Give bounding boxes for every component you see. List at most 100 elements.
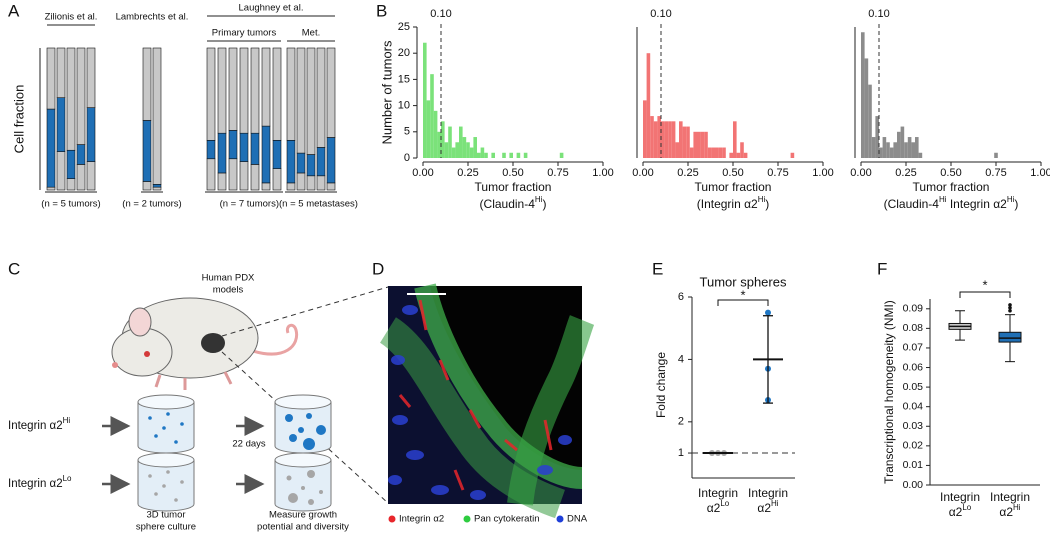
bar-segment: [152, 186, 162, 191]
x-axis-label: Tumor fraction: [913, 180, 990, 194]
bar-segment: [46, 47, 56, 110]
histogram-bar: [441, 121, 445, 158]
bar-segment: [46, 108, 56, 188]
bar-segment: [306, 154, 316, 177]
significance-bracket: [717, 299, 769, 306]
x-tick-label: 0.50: [940, 167, 961, 179]
histogram-bar: [729, 152, 733, 158]
histogram-bar: [790, 152, 795, 158]
bar-segment: [76, 164, 86, 191]
histogram-bar: [861, 32, 865, 158]
sphere: [180, 422, 184, 426]
mouse-tail: [249, 323, 299, 356]
superscript: Hi: [1007, 195, 1015, 204]
group-title: Laughney et al.: [239, 3, 304, 14]
group-title: Lambrechts et al.: [116, 12, 189, 23]
superscript: Hi: [771, 499, 779, 508]
mouse-nose: [112, 362, 118, 368]
box: [998, 331, 1022, 343]
bar-segment: [56, 151, 66, 191]
zoom-line: [221, 286, 389, 337]
bar-segment: [296, 152, 306, 174]
step-label: Measure growth: [269, 510, 337, 521]
y-tick-label: 15: [398, 73, 410, 85]
histogram-bar: [559, 152, 564, 158]
superscript: Hi: [63, 416, 71, 425]
histogram-bar: [437, 131, 441, 158]
histogram-bar: [509, 152, 513, 158]
panel-label: A: [8, 1, 20, 20]
histogram-bar: [686, 126, 690, 158]
histogram-bar: [733, 121, 737, 158]
histogram-bar: [904, 142, 908, 158]
mouse-feet: [154, 371, 233, 390]
y-tick-label: 0.02: [903, 440, 924, 452]
sphere: [286, 475, 292, 481]
culture-well: [274, 460, 332, 512]
histogram-bar: [700, 131, 705, 158]
y-axis-label: Number of tumors: [379, 40, 394, 145]
legend-label: Pan cytokeratin: [474, 514, 539, 525]
text-run: Integrin α2: [8, 478, 63, 490]
y-tick-label: 0.00: [903, 479, 924, 491]
histogram-bar: [868, 84, 872, 158]
bar-segment: [250, 47, 260, 134]
x-tick-label: α2Hi: [999, 503, 1020, 519]
group-note: (n = 5 tumors): [41, 199, 100, 210]
sphere: [148, 416, 152, 420]
sphere: [298, 427, 304, 433]
bar-segment: [272, 140, 282, 170]
culture-well-top: [274, 394, 332, 410]
bar-segment: [250, 164, 260, 191]
bar-segment: [272, 47, 282, 141]
histogram-bar: [473, 137, 477, 158]
bar-segment: [56, 47, 66, 99]
x-tick-label: 0.25: [677, 167, 698, 179]
bar-segment: [228, 130, 238, 160]
mouse-ear: [128, 307, 152, 337]
x-tick-label: 1.00: [1030, 167, 1050, 179]
panel-label: D: [372, 259, 384, 278]
group-note: (n = 2 tumors): [122, 199, 181, 210]
bar-segment: [316, 175, 326, 191]
outlier: [1008, 303, 1012, 307]
row-label: Integrin α2Lo: [8, 474, 72, 490]
sphere: [285, 414, 293, 422]
x-tick-label: Integrin: [940, 490, 980, 504]
x-tick-label: 0.00: [632, 167, 653, 179]
legend-label: DNA: [567, 514, 588, 525]
bar-segment: [217, 172, 227, 191]
histogram-bar: [900, 126, 905, 158]
x-tick-label: 0.75: [767, 167, 788, 179]
x-tick-label: 0.00: [412, 167, 433, 179]
histogram-bar: [889, 147, 894, 158]
y-tick-label: 10: [398, 100, 410, 112]
bar-segment: [46, 186, 56, 191]
histogram-bar: [707, 147, 712, 158]
histogram-bar: [675, 142, 679, 158]
y-tick-label: 0.04: [903, 400, 924, 412]
threshold-label: 0.10: [868, 8, 889, 20]
x-tick-label: α2Lo: [949, 503, 972, 519]
histogram-bar: [671, 121, 676, 158]
x-axis-label: Tumor fraction: [695, 180, 772, 194]
x-axis-sublabel: (Claudin-4Hi): [480, 195, 547, 211]
histogram-bar: [444, 142, 449, 158]
histogram-bar: [697, 131, 701, 158]
sphere: [154, 434, 158, 438]
x-tick-label: Integrin: [990, 490, 1030, 504]
significance-label: *: [982, 277, 987, 292]
y-tick-label: 20: [398, 47, 410, 59]
panel-label: F: [877, 259, 887, 278]
histogram-bar: [743, 152, 748, 158]
text-run: Integrin α2: [947, 197, 1008, 211]
bar-segment: [86, 107, 96, 162]
micrograph: [379, 283, 595, 519]
legend-swatch: [463, 515, 471, 523]
row-label: Integrin α2Hi: [8, 416, 70, 432]
bar-segment: [142, 47, 152, 121]
bar-segment: [261, 47, 271, 127]
diagram-label: Human PDX: [202, 273, 255, 284]
sphere: [174, 440, 178, 444]
